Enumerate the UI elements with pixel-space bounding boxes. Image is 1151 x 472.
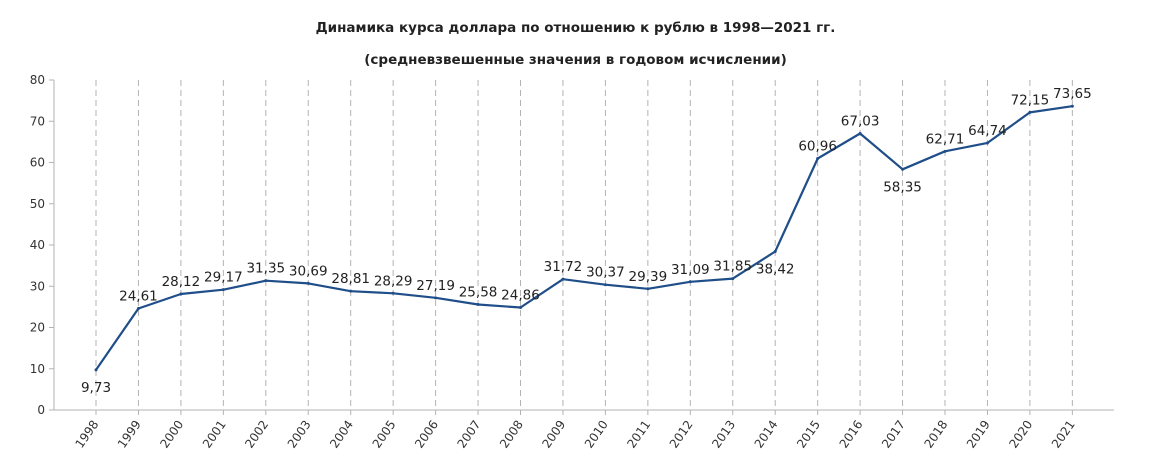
y-tick-label-60: 60 [30,156,45,170]
data-point-2013 [731,277,735,281]
data-point-2021 [1070,104,1074,108]
x-tick-label-2017: 2017 [879,418,908,451]
x-tick-label-2014: 2014 [752,418,781,451]
y-tick-label-20: 20 [30,321,45,335]
x-tick-label-2004: 2004 [327,418,356,451]
data-point-2006 [434,296,438,300]
data-label-2011: 29,39 [629,269,668,285]
x-tick-label-2012: 2012 [667,418,696,451]
y-tick-label-40: 40 [30,238,45,252]
data-label-2009: 31,72 [544,259,583,275]
data-point-2000 [179,292,183,296]
x-tick-label-2010: 2010 [582,418,611,451]
data-label-2012: 31,09 [671,262,710,278]
data-label-2004: 28,81 [331,271,370,287]
series-line [95,105,1073,371]
data-label-2005: 28,29 [374,273,413,289]
data-label-2006: 27,19 [416,278,455,294]
x-tick-label-2020: 2020 [1006,418,1035,451]
x-tick-label-2011: 2011 [624,418,653,451]
data-label-2016: 67,03 [841,114,880,130]
x-tick-label-2006: 2006 [412,418,441,451]
x-tick-label-2000: 2000 [157,418,186,451]
data-point-2012 [688,280,692,284]
data-point-2017 [901,167,905,171]
x-tick-label-2021: 2021 [1049,418,1078,451]
data-label-2002: 31,35 [246,261,285,277]
data-point-2010 [603,283,607,287]
data-point-2007 [476,302,480,306]
data-point-2009 [561,277,565,281]
x-tick-label-2016: 2016 [837,418,866,451]
x-tick-label-2001: 2001 [200,418,229,451]
y-tick-label-0: 0 [37,403,45,417]
data-point-2018 [943,149,947,153]
data-point-2002 [264,279,268,283]
data-point-2005 [391,291,395,295]
x-tick-label-1998: 1998 [72,418,101,451]
data-point-2014 [773,250,777,254]
y-tick-label-50: 50 [30,197,45,211]
x-tick-label-2003: 2003 [285,418,314,451]
y-tick-label-70: 70 [30,114,45,128]
data-label-2019: 64,74 [968,123,1007,139]
x-tick-label-1999: 1999 [115,418,144,451]
data-label-2010: 30,37 [586,265,625,281]
data-label-2018: 62,71 [926,131,965,147]
data-label-2000: 28,12 [162,274,201,290]
x-tick-label-2013: 2013 [709,418,738,451]
data-point-2001 [221,288,225,292]
data-label-2001: 29,17 [204,270,243,286]
y-tick-label-30: 30 [30,279,45,293]
data-label-1998: 9,73 [81,380,111,396]
x-tick-label-2007: 2007 [455,418,484,451]
data-point-2011 [646,287,650,291]
x-tick-label-2009: 2009 [539,418,568,451]
x-tick-label-2018: 2018 [921,418,950,451]
data-label-2021: 73,65 [1053,86,1092,102]
x-tick-label-2015: 2015 [794,418,823,451]
data-label-2008: 24,86 [501,287,540,303]
data-point-2015 [816,157,820,161]
data-label-2007: 25,58 [459,284,498,300]
data-point-2008 [519,305,522,309]
data-point-2003 [306,281,310,285]
data-point-2019 [985,141,989,145]
data-point-1998 [94,368,98,372]
data-label-2013: 31,85 [713,259,752,275]
data-label-2015: 60,96 [798,139,837,155]
data-point-2004 [349,289,353,293]
data-label-2020: 72,15 [1011,92,1050,108]
data-label-1999: 24,61 [119,288,158,304]
chart-subtitle: (средневзвешенные значения в годовом исч… [364,52,787,68]
chart-title: Динамика курса доллара по отношению к ру… [315,20,836,36]
data-label-2003: 30,69 [289,263,328,279]
x-tick-label-2002: 2002 [242,418,271,451]
y-tick-label-80: 80 [30,73,45,87]
y-tick-label-10: 10 [30,362,45,376]
data-label-2017: 58,35 [883,179,922,195]
data-point-2016 [858,132,862,136]
x-tick-label-2019: 2019 [964,418,993,451]
data-point-2020 [1028,110,1032,114]
x-tick-label-2008: 2008 [497,418,526,451]
data-label-2014: 38,42 [756,262,795,278]
data-point-1999 [136,306,140,310]
x-tick-label-2005: 2005 [370,418,399,451]
